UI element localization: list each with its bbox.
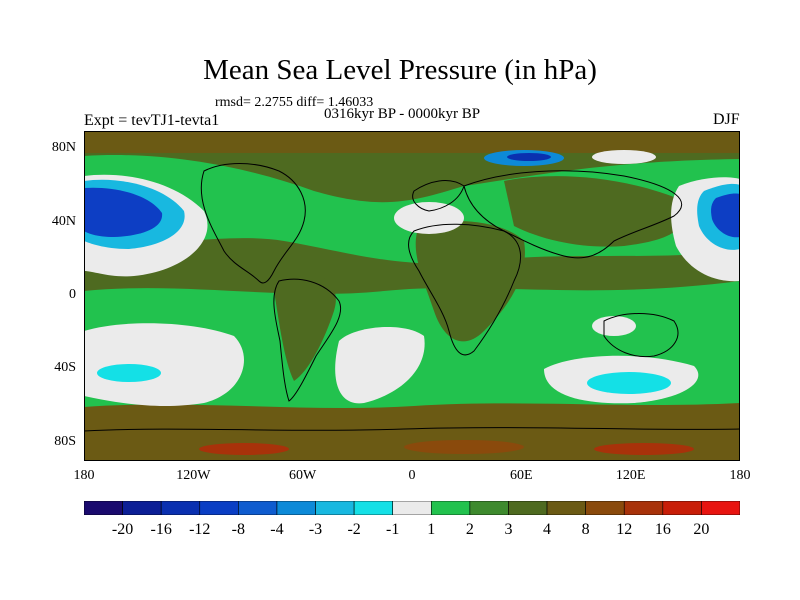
y-tick-label: 80S [54, 433, 76, 449]
white-south-pacific [84, 323, 244, 406]
colorbar-swatch [469, 501, 509, 515]
colorbar-label: -4 [270, 521, 284, 538]
chart-title: Mean Sea Level Pressure (in hPa) [203, 54, 597, 86]
colorbar-label: 12 [616, 521, 633, 538]
arctic-band [84, 131, 740, 153]
white-south-atlantic [335, 326, 425, 404]
colorbar-label: 8 [581, 521, 590, 538]
low-npacific-west-core [84, 187, 163, 237]
x-tick-label: 180 [729, 468, 751, 483]
low-indian-ocean [587, 372, 671, 394]
season-label: DJF [713, 111, 740, 128]
x-tick-label: 60E [510, 468, 533, 483]
colorbar-swatch [315, 501, 355, 515]
x-tick-label: 120E [615, 468, 646, 483]
period-text: 0316kyr BP - 0000kyr BP [324, 106, 481, 122]
high-antarctica-1 [199, 443, 289, 455]
rmsd-diff-text: rmsd= 2.2755 diff= 1.46033 [215, 95, 374, 110]
colorbar-label: 2 [465, 521, 474, 538]
x-tick-label: 0 [408, 468, 416, 483]
white-australia-west [592, 316, 636, 336]
white-europe [394, 202, 464, 234]
colorbar-swatch [276, 501, 316, 515]
colorbar-label: 1 [427, 521, 436, 538]
colorbar-swatch [585, 501, 625, 515]
x-tick-label: 60W [289, 468, 317, 483]
colorbar-swatch [430, 501, 471, 515]
pressure-map [84, 131, 740, 461]
low-south-pacific [97, 364, 161, 382]
x-tick-label: 180 [73, 468, 95, 483]
colorbar-swatch [199, 501, 239, 515]
y-tick-label: 80N [51, 140, 76, 156]
southamerica-olive [274, 270, 336, 381]
colorbar-label: -3 [308, 521, 323, 538]
colorbar-label: -20 [111, 521, 134, 538]
low-arctic-core [507, 153, 551, 161]
experiment-label: Expt = tevTJ1-tevta1 [84, 112, 220, 129]
colorbar-swatch [701, 501, 740, 515]
colorbar-swatch [238, 501, 278, 515]
y-tick-label: 0 [69, 287, 76, 302]
colorbar-swatch [84, 501, 123, 515]
x-tick-label: 120W [176, 468, 211, 483]
colorbar-swatch [662, 501, 702, 515]
y-tick-label: 40N [51, 213, 76, 229]
map-border [84, 131, 740, 461]
high-antarctica-2 [404, 440, 524, 454]
colorbar-label: -8 [231, 521, 245, 538]
colorbar-swatch [546, 501, 586, 515]
coastlines [84, 163, 740, 432]
colorbar-swatch [623, 501, 664, 515]
white-arctic [592, 150, 656, 164]
low-npacific-east-core [711, 193, 740, 238]
colorbar-label: 16 [654, 521, 671, 538]
colorbar-swatch [353, 501, 394, 515]
africa-olive [415, 221, 525, 342]
y-tick-label: 40S [54, 360, 76, 376]
high-antarctica-3 [594, 443, 694, 455]
colorbar [84, 501, 740, 515]
colorbar-swatch [508, 501, 548, 515]
colorbar-label: -16 [150, 521, 172, 538]
colorbar-label: 3 [504, 521, 513, 538]
colorbar-swatch [122, 501, 162, 515]
colorbar-label: -2 [347, 521, 361, 538]
asia-olive [504, 176, 686, 247]
colorbar-swatch [392, 501, 432, 515]
colorbar-label: 20 [693, 521, 710, 538]
colorbar-swatch [160, 501, 201, 515]
colorbar-label: -12 [189, 521, 211, 538]
colorbar-label: -1 [386, 521, 400, 538]
colorbar-label: 4 [543, 521, 552, 538]
